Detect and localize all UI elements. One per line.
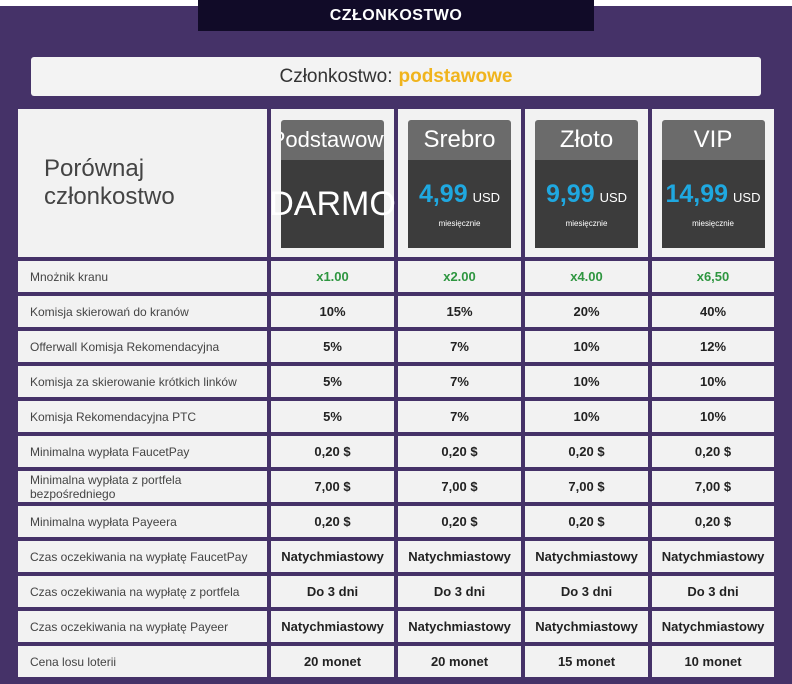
plan-price-box: 14,99 USD miesięcznie	[661, 160, 765, 248]
plan-price: 14,99	[665, 180, 729, 208]
row-value: x4.00	[523, 259, 650, 294]
plan-currency: USD	[472, 190, 501, 205]
plan-card-vip[interactable]: VIP 14,99 USD miesięcznie	[650, 107, 776, 259]
row-label: Czas oczekiwania na wypłatę Payeer	[16, 609, 269, 644]
page-title: CZŁONKOSTWO	[198, 0, 594, 31]
row-value: 10%	[650, 364, 776, 399]
plan-card-silver[interactable]: Srebro 4,99 USD miesięcznie	[396, 107, 523, 259]
plan-price-box: 9,99 USD miesięcznie	[535, 160, 638, 248]
row-value: Natychmiastowy	[396, 609, 523, 644]
plan-price-box: 4,99 USD miesięcznie	[408, 160, 511, 248]
current-membership-box: Członkostwo: podstawowe	[31, 57, 761, 96]
plan-card-basic[interactable]: Podstawowy DARMO	[269, 107, 396, 259]
row-value: Natychmiastowy	[269, 539, 396, 574]
row-value: 7,00 $	[650, 469, 776, 504]
row-value: 10%	[523, 329, 650, 364]
row-value: 10%	[523, 399, 650, 434]
row-value: Do 3 dni	[650, 574, 776, 609]
plan-price: 9,99	[545, 180, 595, 208]
row-value: Natychmiastowy	[523, 609, 650, 644]
membership-level: podstawowe	[398, 65, 513, 87]
row-value: 0,20 $	[523, 434, 650, 469]
plan-name: Złoto	[535, 120, 638, 160]
plan-card-gold[interactable]: Złoto 9,99 USD miesięcznie	[523, 107, 650, 259]
row-value: 5%	[269, 364, 396, 399]
plan-currency: USD	[733, 190, 761, 205]
row-value: 7%	[396, 399, 523, 434]
plan-price-box: DARMO	[269, 160, 396, 248]
row-label: Komisja za skierowanie krótkich linków	[16, 364, 269, 399]
row-value: Do 3 dni	[269, 574, 396, 609]
row-value: 0,20 $	[269, 434, 396, 469]
row-value: 7%	[396, 364, 523, 399]
row-value: Natychmiastowy	[650, 539, 776, 574]
row-label: Czas oczekiwania na wypłatę z portfela	[16, 574, 269, 609]
plan-free-text: DARMO	[269, 184, 396, 223]
row-value: 10%	[269, 294, 396, 329]
plan-period: miesięcznie	[438, 219, 481, 228]
row-value: 15%	[396, 294, 523, 329]
row-value: Natychmiastowy	[396, 539, 523, 574]
plan-period: miesięcznie	[565, 219, 608, 228]
row-value: 5%	[269, 329, 396, 364]
row-value: 10%	[523, 364, 650, 399]
membership-comparison-table: Porównaj członkostwo Podstawowy DARMO Sr…	[16, 107, 776, 684]
row-value: 40%	[650, 294, 776, 329]
row-value: 0,20 $	[523, 504, 650, 539]
row-value: Natychmiastowy	[523, 539, 650, 574]
compare-title: Porównaj członkostwo	[16, 107, 269, 259]
row-label: Komisja Rekomendacyjna PTC	[16, 399, 269, 434]
row-value: 0,20 $	[650, 434, 776, 469]
row-value: 7%	[396, 329, 523, 364]
plan-currency: USD	[599, 190, 628, 205]
row-value: 5%	[269, 399, 396, 434]
plan-name: Podstawowy	[281, 120, 384, 160]
row-value: 7,00 $	[396, 469, 523, 504]
row-value: 7,00 $	[269, 469, 396, 504]
row-value: 7,00 $	[523, 469, 650, 504]
row-value: 0,20 $	[269, 504, 396, 539]
row-value: x1.00	[269, 259, 396, 294]
row-value: 10 monet	[650, 644, 776, 679]
row-value: 0,20 $	[396, 434, 523, 469]
row-value: 10%	[650, 399, 776, 434]
row-value: 0,20 $	[650, 504, 776, 539]
row-value: 20 monet	[396, 644, 523, 679]
row-value: 20 monet	[269, 644, 396, 679]
row-value: 12%	[650, 329, 776, 364]
row-value: Do 3 dni	[396, 574, 523, 609]
row-value: Do 3 dni	[523, 574, 650, 609]
plan-name: VIP	[661, 120, 765, 160]
row-value: 0,20 $	[396, 504, 523, 539]
plan-name: Srebro	[408, 120, 511, 160]
row-label: Czas oczekiwania na wypłatę FaucetPay	[16, 539, 269, 574]
row-label: Cena losu loterii	[16, 644, 269, 679]
row-label: Mnożnik kranu	[16, 259, 269, 294]
row-value: Natychmiastowy	[650, 609, 776, 644]
membership-label: Członkostwo:	[279, 65, 393, 87]
row-value: x6,50	[650, 259, 776, 294]
row-value: x2.00	[396, 259, 523, 294]
plan-period: miesięcznie	[692, 219, 734, 228]
plan-price: 4,99	[418, 180, 468, 208]
row-label: Komisja skierowań do kranów	[16, 294, 269, 329]
row-value: 15 monet	[523, 644, 650, 679]
row-label: Minimalna wypłata z portfela bezpośredni…	[16, 469, 269, 504]
row-label: Offerwall Komisja Rekomendacyjna	[16, 329, 269, 364]
row-value: 20%	[523, 294, 650, 329]
row-label: Minimalna wypłata Payeera	[16, 504, 269, 539]
row-value: Natychmiastowy	[269, 609, 396, 644]
row-label: Minimalna wypłata FaucetPay	[16, 434, 269, 469]
